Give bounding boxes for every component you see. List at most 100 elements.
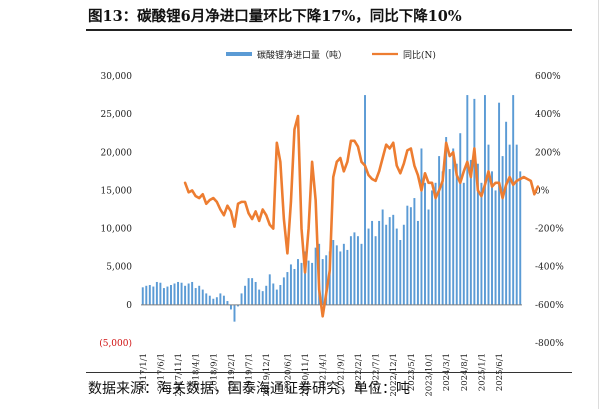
net-import-bar [332,240,335,305]
left-axis-tick: 0 [126,301,132,311]
yoy-point [438,189,440,192]
x-axis-tick: 2023/10/1 [425,353,435,397]
net-import-bar [438,156,441,305]
net-import-bar [385,224,388,305]
yoy-point [470,176,472,178]
net-import-bar [441,171,444,305]
net-import-bar [349,236,352,305]
yoy-point [198,197,200,199]
yoy-point [445,142,447,144]
net-import-bar [194,288,197,305]
yoy-point [498,182,500,184]
yoy-point [300,227,303,230]
yoy-point [509,176,511,178]
right-axis-tick: 400% [535,110,561,120]
yoy-point [530,180,532,182]
yoy-point [417,174,419,176]
yoy-point [191,189,193,192]
net-import-bar [466,95,469,305]
net-import-bar [360,243,363,305]
right-axis-tick: -400% [535,263,564,273]
yoy-point [392,142,394,144]
yoy-point [329,269,331,272]
yoy-point [219,208,221,211]
net-import-bar [177,281,180,305]
yoy-point [516,180,518,182]
yoy-point [346,161,348,163]
yoy-point [297,115,299,117]
left-axis-tick: 15,000 [101,186,133,196]
net-import-bar [307,260,310,305]
x-axis-tick: 2020/11/1 [301,353,311,397]
net-import-bar [427,209,430,305]
yoy-point [505,184,507,186]
yoy-point [537,186,539,188]
net-import-bar [166,286,169,305]
net-import-bar [392,214,395,305]
net-import-bar [395,228,398,305]
net-import-bar [159,282,162,305]
yoy-point [420,189,423,192]
net-import-bar [268,274,271,305]
net-import-bar [191,281,194,305]
net-import-bar [374,236,377,305]
net-import-bar [321,259,324,305]
right-axis-tick: 200% [535,148,561,158]
yoy-point [523,176,525,178]
right-y-axis: -800% -600% -400% -200% 0% 200% 400% 600% [535,72,564,349]
yoy-point [209,199,211,201]
yoy-point [184,182,186,184]
yoy-point [512,184,514,186]
legend-bar-label: 碳酸锂净进口量（吨） [257,49,347,61]
net-import-bar [222,295,225,305]
yoy-point [255,210,257,213]
yoy-point [350,140,352,142]
yoy-point [188,191,190,193]
left-axis-tick: 20,000 [101,148,133,158]
yoy-point [290,201,292,203]
net-import-bar [364,95,366,305]
yoy-point [240,201,243,203]
net-import-bar [314,247,317,305]
net-import-bar [346,249,349,305]
yoy-point [325,292,327,295]
net-import-bar [353,232,356,305]
yoy-point [452,151,454,153]
yoy-point [484,184,486,186]
yoy-point [272,227,274,230]
net-import-bar [339,251,342,305]
net-import-bar [325,255,328,305]
net-import-bar [145,285,148,305]
yoy-point [424,172,426,174]
yoy-point [233,226,236,228]
yoy-point [434,197,437,199]
yoy-point [279,161,281,163]
net-import-bar [293,269,296,305]
net-import-bar [491,171,493,305]
yoy-point [360,161,363,163]
net-import-bar [469,159,472,305]
net-import-bar [512,95,515,305]
yoy-point [276,142,278,144]
net-import-bar [254,281,257,305]
yoy-point [473,147,475,150]
yoy-point [258,220,260,222]
yoy-point [502,197,504,199]
net-import-bar [219,293,222,305]
net-import-bar [402,224,405,305]
yoy-point [343,170,345,172]
yoy-point [533,193,535,195]
yoy-point [205,203,207,205]
net-import-bar [184,285,187,305]
yoy-point [357,145,359,148]
yoy-point [431,182,433,184]
net-import-bar [483,95,486,305]
yoy-point [477,189,479,192]
net-import-bar [515,144,518,305]
net-import-bar [434,182,437,305]
yoy-point [480,195,483,197]
yoy-point [195,195,197,197]
yoy-point [353,140,356,142]
yoy-point [283,218,285,220]
net-import-bar [275,289,278,305]
